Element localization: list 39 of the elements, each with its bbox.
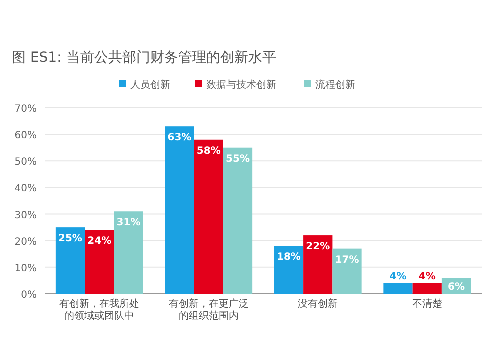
data-label: 25%	[58, 234, 82, 245]
y-tick-label: 50%	[14, 157, 37, 168]
bar	[194, 140, 224, 294]
bar	[304, 236, 333, 294]
bar	[412, 283, 442, 294]
chart-title: 图 ES1: 当前公共部门财务管理的创新水平	[12, 50, 276, 66]
bar	[223, 148, 253, 294]
bar	[56, 228, 86, 294]
data-label: 22%	[306, 242, 330, 253]
bar	[85, 230, 114, 294]
data-label: 31%	[116, 218, 141, 229]
data-label: 55%	[226, 154, 250, 165]
bar	[332, 248, 362, 294]
data-label: 18%	[277, 252, 301, 264]
bar	[114, 212, 144, 294]
data-label: 63%	[168, 132, 192, 144]
x-tick-label: 有创新，在更广泛的组织范围内	[168, 298, 249, 322]
x-tick-label: 不清楚	[412, 298, 442, 310]
data-label: 4%	[390, 271, 407, 282]
y-tick-label: 60%	[14, 130, 37, 142]
data-label: 6%	[448, 282, 465, 294]
x-tick-label: 没有创新	[298, 298, 338, 310]
legend-label: 人员创新	[130, 79, 170, 91]
y-tick-label: 20%	[14, 236, 37, 248]
y-tick-label: 10%	[14, 263, 37, 274]
data-label: 4%	[418, 271, 436, 282]
legend-label: 数据与技术创新	[206, 79, 276, 91]
data-label: 58%	[196, 146, 221, 157]
bar	[384, 283, 413, 294]
y-tick-label: 30%	[14, 210, 37, 222]
legend-label: 流程创新	[316, 79, 356, 91]
y-tick-label: 70%	[14, 104, 37, 115]
bar	[165, 126, 194, 294]
data-label: 17%	[335, 254, 360, 266]
x-tick-label: 有创新，在我所处的领域或团队中	[60, 298, 140, 322]
y-tick-label: 40%	[14, 184, 37, 195]
y-tick-label: 0%	[21, 290, 37, 301]
data-label: 24%	[88, 236, 112, 248]
bar	[274, 246, 304, 294]
